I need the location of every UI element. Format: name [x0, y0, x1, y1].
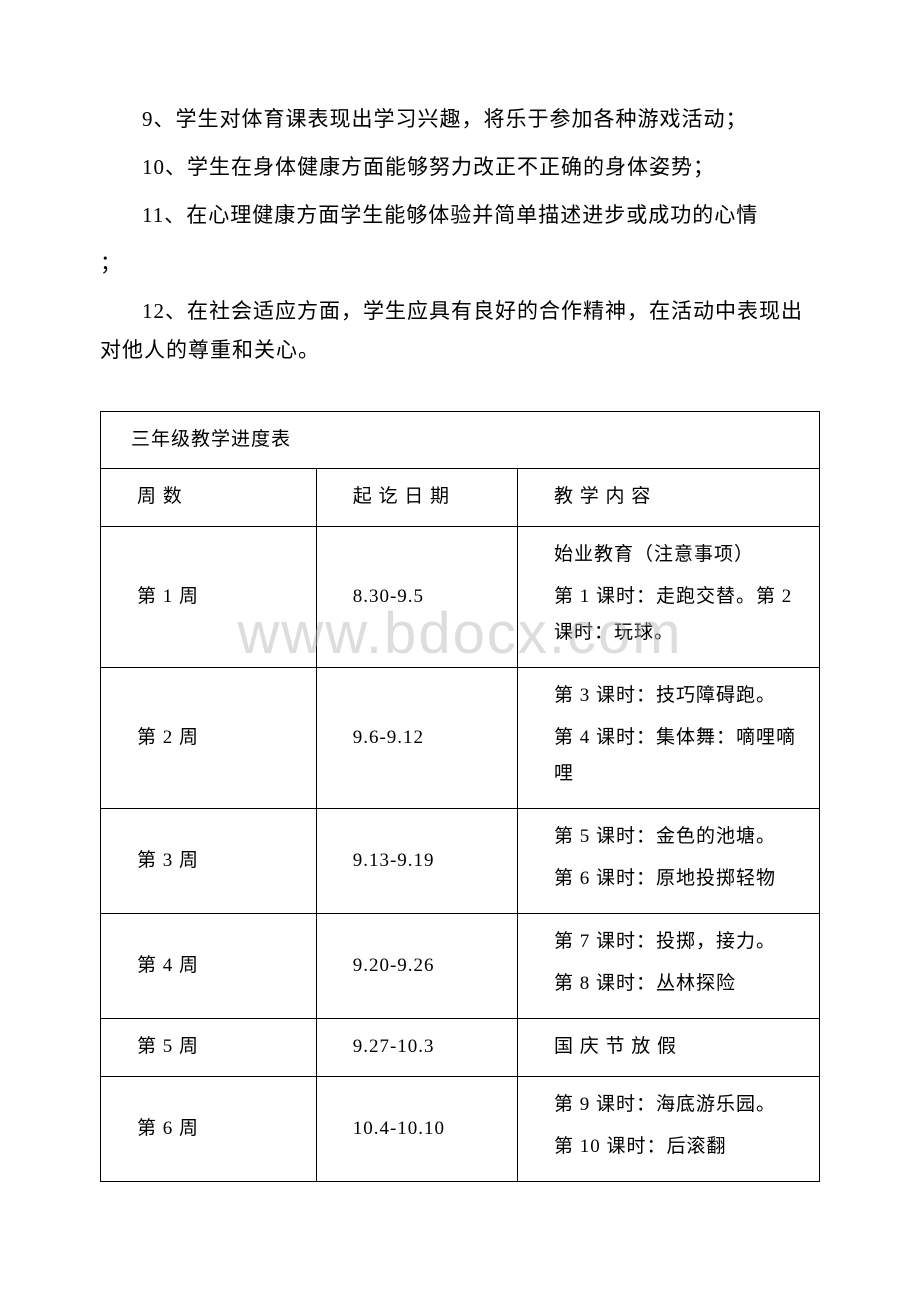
- content-line: 第 4 课时：集体舞：嘀哩嘀哩: [554, 720, 805, 792]
- content-line: 第 8 课时：丛林探险: [554, 966, 805, 1002]
- content-line: 第 9 课时：海底游乐园。: [554, 1087, 805, 1123]
- table-row: 第 5 周 9.27-10.3 国 庆 节 放 假: [101, 1019, 820, 1076]
- content-line: 第 5 课时：金色的池塘。: [554, 819, 805, 855]
- content-line: 第 6 课时：原地投掷轻物: [554, 861, 805, 897]
- table-title: 三年级教学进度表: [101, 412, 820, 469]
- paragraph-12: 12、在社会适应方面，学生应具有良好的合作精神，在活动中表现出对他人的尊重和关心…: [100, 292, 820, 372]
- dates-cell: 9.13-9.19: [316, 809, 517, 914]
- content-cell: 国 庆 节 放 假: [518, 1019, 820, 1076]
- content-line: 第 7 课时：投掷，接力。: [554, 924, 805, 960]
- week-cell: 第 5 周: [101, 1019, 317, 1076]
- table-row: 第 2 周 9.6-9.12 第 3 课时：技巧障碍跑。 第 4 课时：集体舞：…: [101, 667, 820, 808]
- table-title-row: 三年级教学进度表: [101, 412, 820, 469]
- header-content: 教 学 内 容: [518, 469, 820, 526]
- content-cell: 第 3 课时：技巧障碍跑。 第 4 课时：集体舞：嘀哩嘀哩: [518, 667, 820, 808]
- dates-cell: 9.6-9.12: [316, 667, 517, 808]
- table-row: 第 1 周 8.30-9.5 始业教育（注意事项） 第 1 课时：走跑交替。第 …: [101, 526, 820, 667]
- table-row: 第 3 周 9.13-9.19 第 5 课时：金色的池塘。 第 6 课时：原地投…: [101, 809, 820, 914]
- schedule-table: 三年级教学进度表 周 数 起 讫 日 期 教 学 内 容 第 1 周 8.30-…: [100, 411, 820, 1181]
- paragraph-11a: 11、在心理健康方面学生能够体验并简单描述进步或成功的心情: [100, 196, 820, 236]
- content-line: 第 1 课时：走跑交替。第 2 课时：玩球。: [554, 579, 805, 651]
- paragraph-10: 10、学生在身体健康方面能够努力改正不正确的身体姿势；: [100, 148, 820, 188]
- week-cell: 第 2 周: [101, 667, 317, 808]
- content-line: 始业教育（注意事项）: [554, 537, 805, 573]
- dates-cell: 8.30-9.5: [316, 526, 517, 667]
- header-week: 周 数: [101, 469, 317, 526]
- content-cell: 第 9 课时：海底游乐园。 第 10 课时：后滚翻: [518, 1076, 820, 1181]
- table-row: 第 6 周 10.4-10.10 第 9 课时：海底游乐园。 第 10 课时：后…: [101, 1076, 820, 1181]
- content-cell: 始业教育（注意事项） 第 1 课时：走跑交替。第 2 课时：玩球。: [518, 526, 820, 667]
- content-line: 第 3 课时：技巧障碍跑。: [554, 678, 805, 714]
- content-cell: 第 5 课时：金色的池塘。 第 6 课时：原地投掷轻物: [518, 809, 820, 914]
- dates-cell: 9.27-10.3: [316, 1019, 517, 1076]
- dates-cell: 10.4-10.10: [316, 1076, 517, 1181]
- table-header-row: 周 数 起 讫 日 期 教 学 内 容: [101, 469, 820, 526]
- week-cell: 第 1 周: [101, 526, 317, 667]
- paragraph-9: 9、学生对体育课表现出学习兴趣，将乐于参加各种游戏活动；: [100, 100, 820, 140]
- week-cell: 第 4 周: [101, 914, 317, 1019]
- week-cell: 第 6 周: [101, 1076, 317, 1181]
- content-line: 第 10 课时：后滚翻: [554, 1129, 805, 1165]
- table-row: 第 4 周 9.20-9.26 第 7 课时：投掷，接力。 第 8 课时：丛林探…: [101, 914, 820, 1019]
- header-dates: 起 讫 日 期: [316, 469, 517, 526]
- content-cell: 第 7 课时：投掷，接力。 第 8 课时：丛林探险: [518, 914, 820, 1019]
- dates-cell: 9.20-9.26: [316, 914, 517, 1019]
- paragraph-11b: ；: [100, 244, 820, 284]
- week-cell: 第 3 周: [101, 809, 317, 914]
